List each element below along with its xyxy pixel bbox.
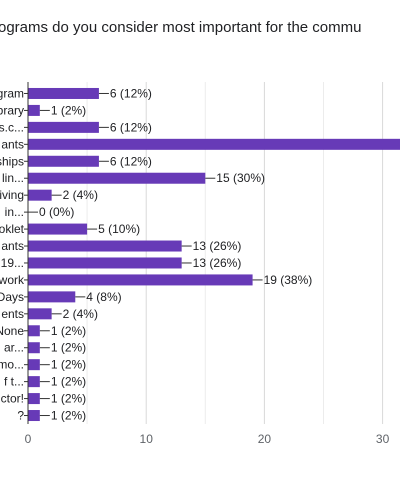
bar-15 — [28, 342, 40, 354]
data-label-5: 15 (30%) — [216, 171, 265, 185]
category-label-3: ants — [1, 137, 24, 151]
category-label-9: ants — [1, 239, 24, 253]
x-tick-label-10: 10 — [140, 432, 154, 446]
bar-8 — [28, 223, 88, 235]
data-label-19: 1 (2%) — [51, 409, 86, 423]
category-label-5: lin... — [2, 171, 24, 185]
bar-11 — [28, 274, 253, 286]
data-label-9: 13 (26%) — [193, 239, 242, 253]
bar-0 — [28, 87, 99, 99]
x-tick-label-20: 20 — [258, 432, 272, 446]
category-label-14: None — [0, 324, 24, 338]
category-label-18: ctor! — [1, 392, 24, 406]
data-label-7: 0 (0%) — [39, 205, 74, 219]
category-label-6: iving — [0, 188, 24, 202]
data-label-0: 6 (12%) — [110, 86, 152, 100]
category-label-12: Days — [0, 290, 24, 304]
bar-3 — [28, 138, 400, 150]
data-label-2: 6 (12%) — [110, 120, 152, 134]
data-label-1: 1 (2%) — [51, 103, 86, 117]
bar-5 — [28, 172, 206, 184]
category-label-19: ? — [17, 409, 24, 423]
chart-title: ograms do you consider most important fo… — [0, 19, 362, 36]
data-label-14: 1 (2%) — [51, 324, 86, 338]
bar-6 — [28, 189, 52, 201]
bar-14 — [28, 325, 40, 337]
category-label-11: work — [0, 273, 25, 287]
bar-17 — [28, 376, 40, 388]
category-label-1: brary — [0, 103, 24, 117]
bars: 6 (12%) 1 (2%) 6 (12%) 6 (12%) 15 (30%) 2 (4%… — [24, 82, 400, 424]
data-label-11: 19 (38%) — [264, 273, 313, 287]
bar-2 — [28, 121, 99, 133]
bar-12 — [28, 291, 76, 303]
category-label-16: mo... — [0, 358, 24, 372]
bar-9 — [28, 240, 182, 252]
data-label-8: 5 (10%) — [98, 222, 140, 236]
category-label-13: ents — [1, 307, 24, 321]
data-label-12: 4 (8%) — [86, 290, 121, 304]
bar-1 — [28, 104, 40, 116]
data-label-15: 1 (2%) — [51, 341, 86, 355]
bar-10 — [28, 257, 182, 269]
bar-19 — [28, 410, 40, 422]
category-label-0: ogram — [0, 86, 24, 100]
data-label-17: 1 (2%) — [51, 375, 86, 389]
bar-4 — [28, 155, 99, 167]
category-label-17: f t... — [4, 375, 24, 389]
x-axis-ticks: 0 10 20 30 — [25, 432, 390, 446]
data-label-13: 2 (4%) — [63, 307, 98, 321]
data-label-18: 1 (2%) — [51, 392, 86, 406]
data-label-6: 2 (4%) — [63, 188, 98, 202]
bar-13 — [28, 308, 52, 320]
category-label-2: s.c... — [0, 120, 24, 134]
data-label-4: 6 (12%) — [110, 154, 152, 168]
category-label-7: in... — [5, 205, 24, 219]
bar-16 — [28, 359, 40, 371]
bar-18 — [28, 393, 40, 405]
category-label-15: ar... — [4, 341, 24, 355]
x-tick-label-30: 30 — [376, 432, 390, 446]
data-label-16: 1 (2%) — [51, 358, 86, 372]
data-label-10: 13 (26%) — [193, 256, 242, 270]
x-tick-label-0: 0 — [25, 432, 32, 446]
category-label-8: oklet — [0, 222, 25, 236]
category-label-10: 19... — [1, 256, 24, 270]
